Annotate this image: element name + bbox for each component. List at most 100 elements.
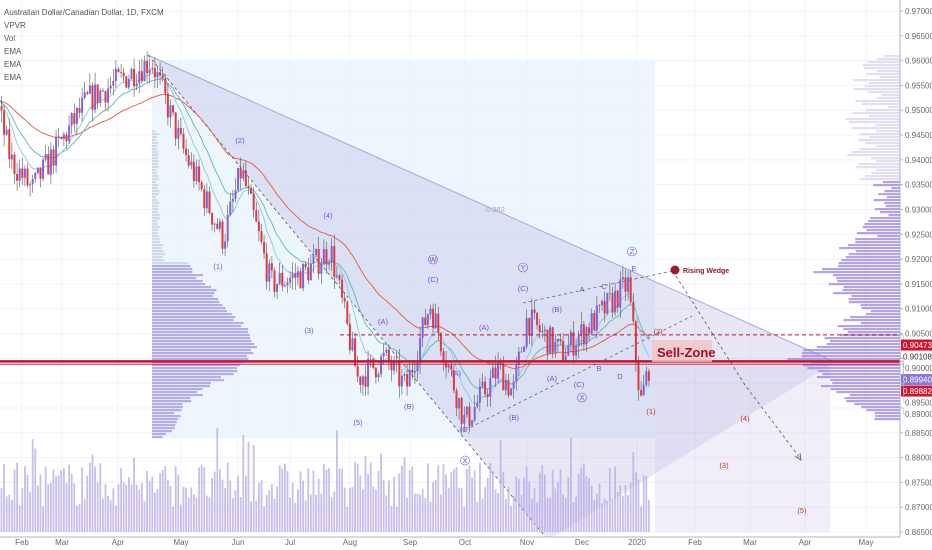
- candle-body: [231, 198, 234, 202]
- vpvr-right-bar: [876, 70, 900, 73]
- volume-bar: [559, 469, 562, 532]
- vpvr-right-bar: [838, 265, 900, 268]
- indicator-vol[interactable]: Vol: [4, 34, 16, 43]
- candle-body: [304, 263, 307, 268]
- candle-body: [403, 374, 406, 376]
- volume-bar: [213, 471, 216, 532]
- candle-body: [122, 72, 125, 77]
- vpvr-right-bar: [828, 283, 900, 286]
- candle-body: [361, 376, 364, 385]
- candle-body: [640, 390, 643, 396]
- candle-body: [523, 346, 526, 352]
- candle-body: [471, 420, 474, 426]
- candle-body: [598, 305, 601, 306]
- volume-bar: [8, 494, 11, 532]
- descending-triangle-zone: [148, 55, 835, 540]
- indicator-ema-3[interactable]: EMA: [4, 73, 22, 82]
- indicator-vpvr[interactable]: VPVR: [4, 21, 26, 30]
- candle-body: [637, 360, 640, 391]
- price-label: 0.89940: [903, 376, 932, 385]
- indicator-ema-2[interactable]: EMA: [4, 60, 22, 69]
- volume-bar: [16, 462, 18, 532]
- candle-body: [507, 380, 510, 396]
- candle-body: [432, 308, 435, 329]
- candle-body: [278, 272, 281, 285]
- volume-bar: [359, 475, 362, 532]
- volume-bar: [611, 499, 614, 532]
- vpvr-right-bar: [846, 400, 900, 403]
- indicator-ema-1[interactable]: EMA: [4, 47, 22, 56]
- volume-bar: [575, 496, 577, 532]
- candle-body: [78, 107, 81, 113]
- candle-body: [211, 213, 214, 225]
- wave-label: Z: [630, 247, 635, 256]
- vpvr-bar: [152, 280, 203, 283]
- volume-bar: [429, 501, 432, 532]
- time-tick-label: Dec: [575, 538, 589, 547]
- volume-bar: [247, 441, 250, 532]
- ema-slow-line: [0, 93, 650, 369]
- volume-bar: [491, 471, 494, 532]
- wave-label: (A): [547, 374, 558, 383]
- vpvr-right-bar: [884, 190, 900, 193]
- vpvr-right-bar: [859, 148, 900, 151]
- volume-bar: [42, 506, 44, 532]
- vpvr-right-bar: [826, 343, 900, 346]
- volume-bar: [346, 506, 349, 532]
- vpvr-bar: [152, 358, 249, 361]
- volume-bar: [512, 495, 515, 532]
- vpvr-right-bar: [840, 334, 900, 337]
- vpvr-right-bar: [860, 322, 900, 325]
- wave-label: B: [596, 364, 601, 373]
- candle-body: [549, 327, 552, 354]
- candle-body: [182, 133, 185, 149]
- volume-bar: [88, 462, 91, 532]
- rising-wedge-dot-icon: [670, 265, 680, 275]
- volume-bar: [465, 468, 468, 532]
- vpvr-right-bar: [870, 310, 900, 313]
- vpvr-right-bar: [858, 163, 900, 166]
- vpvr-right-bar: [882, 181, 900, 184]
- volume-bar: [421, 488, 424, 532]
- vpvr-right-bar: [837, 325, 900, 328]
- price-tick-label: 0.97000: [905, 7, 932, 16]
- wave-label: W: [429, 255, 437, 264]
- volume-bar: [211, 478, 213, 532]
- volume-bar: [68, 464, 70, 532]
- volume-bar: [70, 473, 73, 532]
- volume-bar: [83, 498, 86, 532]
- candle-body: [608, 293, 611, 294]
- vpvr-right-bar: [873, 199, 900, 202]
- vpvr-right-bar: [822, 373, 900, 376]
- candle-body: [270, 263, 273, 271]
- rising-wedge-label: Rising Wedge: [683, 268, 729, 275]
- candle-body: [91, 85, 94, 110]
- vpvr-right-bar: [875, 415, 900, 418]
- candle-body: [161, 75, 164, 79]
- vpvr-right-bar: [855, 100, 900, 103]
- volume-bar: [595, 493, 598, 532]
- candle-body: [10, 154, 13, 160]
- candle-body: [198, 166, 201, 183]
- volume-bar: [255, 500, 258, 532]
- candle-body: [3, 110, 6, 135]
- vpvr-right-bar: [877, 235, 900, 238]
- vpvr-bar: [152, 310, 228, 313]
- vpvr-right-bar: [875, 124, 900, 127]
- volume-bar: [244, 475, 247, 532]
- candle-body: [151, 68, 154, 70]
- volume-bar: [403, 457, 406, 532]
- vpvr-right-bar: [801, 355, 900, 358]
- vpvr-right-bar: [865, 142, 900, 145]
- candle-body: [447, 365, 450, 368]
- candle-body: [255, 210, 258, 222]
- vpvr-bar: [152, 349, 251, 352]
- volume-bar: [153, 492, 156, 532]
- volume-bar: [192, 494, 195, 532]
- vpvr-right-bar: [856, 166, 900, 169]
- vpvr-bar: [152, 214, 160, 217]
- vpvr-bar: [152, 166, 159, 169]
- candle-body: [172, 105, 175, 113]
- time-tick-label: Feb: [688, 538, 702, 547]
